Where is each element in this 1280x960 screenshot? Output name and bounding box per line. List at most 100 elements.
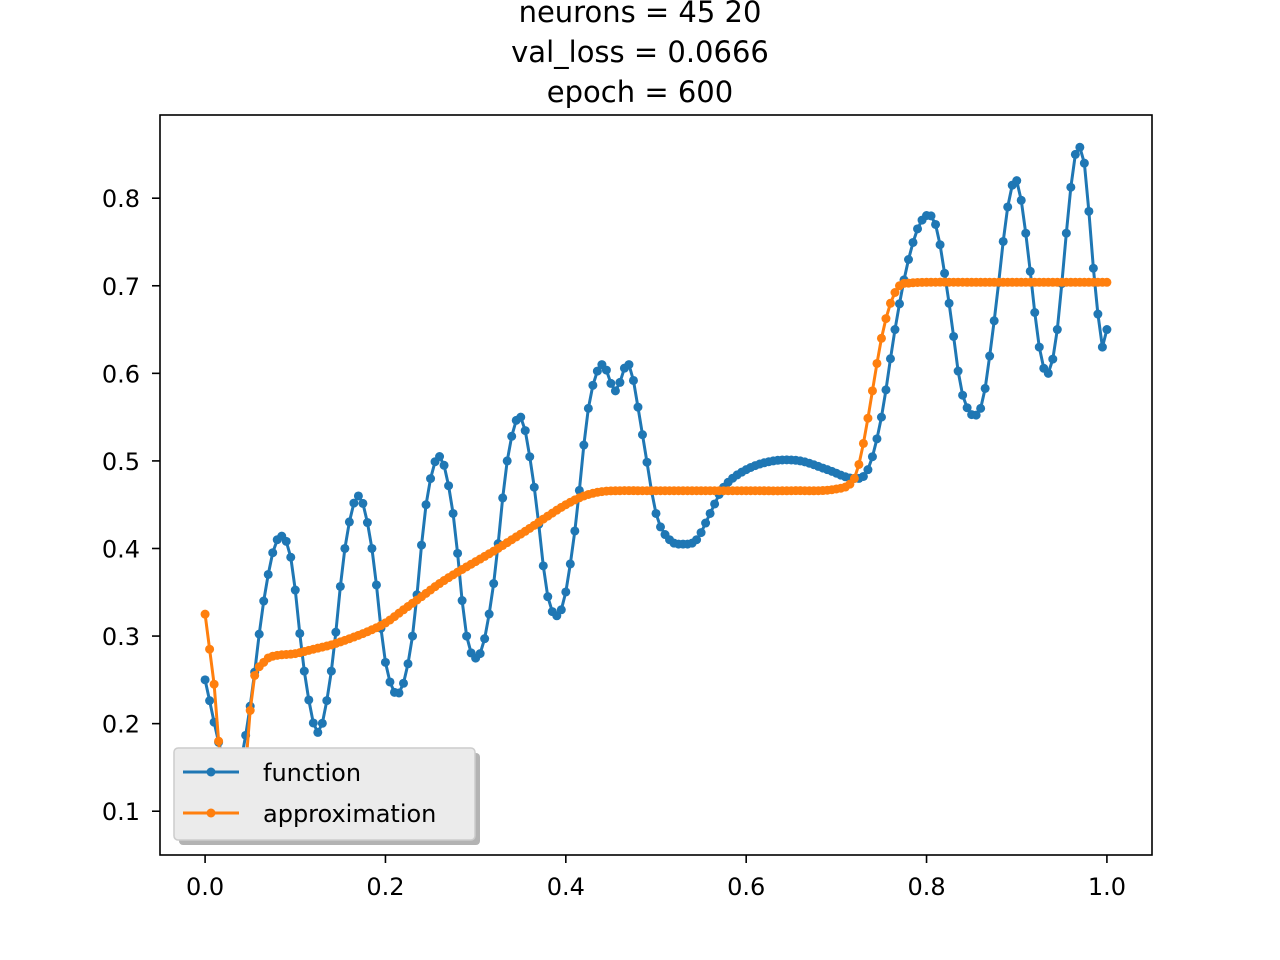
data-point-function bbox=[340, 543, 350, 553]
data-point-function bbox=[263, 569, 273, 579]
data-point-function bbox=[295, 628, 305, 638]
series-function bbox=[200, 142, 1112, 784]
data-point-function bbox=[1066, 182, 1076, 192]
data-point-function bbox=[881, 385, 891, 395]
data-point-function bbox=[962, 403, 972, 413]
data-point-function bbox=[958, 390, 968, 400]
x-tick-label: 0.4 bbox=[547, 873, 585, 901]
series-layer bbox=[200, 142, 1112, 825]
data-point-function bbox=[448, 508, 458, 518]
y-tick-label: 0.7 bbox=[102, 273, 140, 301]
data-point-function bbox=[876, 412, 886, 422]
data-point-function bbox=[1003, 202, 1013, 212]
data-point-approximation bbox=[214, 736, 224, 746]
y-tick-label: 0.8 bbox=[102, 185, 140, 213]
data-point-function bbox=[308, 718, 318, 728]
data-point-approximation bbox=[209, 679, 219, 689]
data-point-function bbox=[1034, 342, 1044, 352]
data-point-function bbox=[353, 491, 363, 501]
data-point-function bbox=[1012, 176, 1022, 186]
data-point-function bbox=[286, 552, 296, 562]
data-point-function bbox=[561, 587, 571, 597]
data-point-function bbox=[1079, 158, 1089, 168]
data-point-function bbox=[1075, 142, 1085, 152]
data-point-function bbox=[444, 481, 454, 491]
data-point-function bbox=[313, 727, 323, 737]
data-point-function bbox=[453, 548, 463, 558]
data-point-function bbox=[462, 631, 472, 641]
data-point-function bbox=[692, 535, 702, 545]
data-point-function bbox=[904, 255, 914, 264]
data-point-function bbox=[556, 605, 566, 615]
data-point-function bbox=[998, 236, 1008, 246]
title-line-neurons: neurons = 45 20 bbox=[518, 0, 762, 29]
x-tick-label: 0.0 bbox=[186, 873, 224, 901]
series-approximation bbox=[200, 277, 1112, 825]
data-point-approximation bbox=[885, 298, 895, 308]
data-point-function bbox=[1088, 263, 1098, 273]
data-point-function bbox=[710, 499, 720, 509]
data-point-function bbox=[908, 237, 918, 247]
x-tick-label: 0.8 bbox=[907, 873, 945, 901]
series-line-function bbox=[203, 145, 1109, 781]
legend-label-approximation: approximation bbox=[263, 800, 436, 828]
legend-box bbox=[173, 747, 476, 841]
data-point-function bbox=[367, 543, 377, 553]
data-point-function bbox=[570, 526, 580, 536]
data-point-function bbox=[529, 482, 539, 492]
data-point-function bbox=[489, 579, 499, 589]
data-point-function bbox=[1025, 266, 1035, 276]
data-point-approximation bbox=[205, 644, 215, 654]
chart-title: neurons = 45 20 val_loss = 0.0666 epoch … bbox=[0, 0, 1280, 112]
data-point-function bbox=[1084, 206, 1094, 216]
plot-frame bbox=[159, 114, 1153, 856]
data-point-function bbox=[637, 430, 647, 440]
data-point-function bbox=[890, 325, 900, 335]
axis-layer: 0.0 0.2 0.4 0.6 0.8 1.0 0.1 0.2 0.3 0.4 0.5 0.6 0.7 0… bbox=[102, 185, 1126, 901]
data-point-function bbox=[1070, 149, 1080, 159]
data-point-function bbox=[362, 518, 372, 528]
data-point-approximation bbox=[876, 333, 886, 343]
data-point-function bbox=[588, 380, 598, 390]
data-point-function bbox=[254, 629, 264, 639]
data-point-approximation bbox=[200, 609, 210, 619]
data-point-approximation bbox=[863, 413, 873, 423]
data-point-function bbox=[858, 471, 868, 481]
legend-marker-function bbox=[206, 767, 216, 777]
data-point-function bbox=[435, 452, 445, 462]
data-point-function bbox=[953, 366, 963, 376]
data-point-function bbox=[480, 634, 490, 644]
x-tick-label: 0.6 bbox=[727, 873, 765, 901]
data-point-function bbox=[403, 659, 413, 669]
data-point-function bbox=[205, 696, 215, 706]
data-point-function bbox=[507, 431, 517, 441]
y-tick-label: 0.5 bbox=[102, 448, 140, 476]
data-point-function bbox=[498, 493, 508, 503]
title-line-val-loss: val_loss = 0.0666 bbox=[511, 35, 769, 69]
data-point-function bbox=[1097, 342, 1107, 352]
data-point-function bbox=[949, 331, 959, 341]
data-point-function bbox=[457, 596, 467, 606]
data-point-approximation bbox=[867, 386, 877, 396]
data-point-function bbox=[628, 375, 638, 385]
y-tick-label: 0.1 bbox=[102, 798, 140, 826]
data-point-function bbox=[615, 377, 625, 387]
data-point-function bbox=[281, 536, 291, 546]
data-point-function bbox=[592, 366, 602, 376]
data-point-function bbox=[421, 500, 431, 510]
legend: function approximation bbox=[173, 747, 480, 845]
data-point-function bbox=[259, 596, 269, 606]
data-point-function bbox=[1043, 368, 1053, 378]
data-point-approximation bbox=[854, 459, 864, 469]
data-point-function bbox=[408, 631, 418, 641]
data-point-function bbox=[385, 677, 395, 687]
data-point-function bbox=[290, 585, 300, 595]
y-tick-label: 0.2 bbox=[102, 711, 140, 739]
data-point-function bbox=[538, 561, 548, 571]
data-point-function bbox=[633, 402, 643, 412]
data-point-function bbox=[439, 460, 449, 470]
series-line-approximation bbox=[203, 280, 1107, 822]
data-point-function bbox=[1102, 325, 1112, 335]
data-point-function bbox=[475, 649, 485, 659]
data-point-function bbox=[701, 518, 711, 528]
